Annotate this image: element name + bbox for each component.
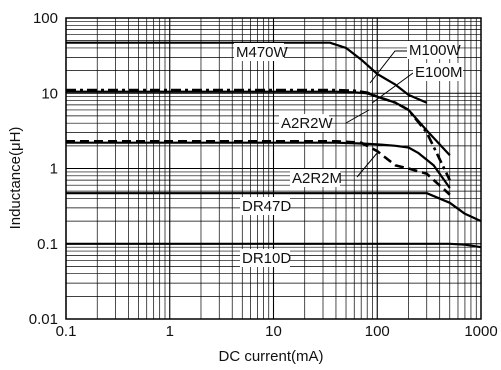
label-bg xyxy=(407,41,457,59)
y-tick-label: 0.1 xyxy=(37,236,58,253)
series-line-m470w xyxy=(66,41,428,104)
series-label-dr47d: DR47D xyxy=(242,198,291,215)
label-leader-a2r2m xyxy=(356,151,379,178)
series-label-e100m: E100M xyxy=(415,64,463,81)
label-bg xyxy=(413,63,463,81)
label-bg xyxy=(290,169,340,187)
x-tick-labels: 0.1 1 10 100 1000 xyxy=(56,323,498,340)
label-bg xyxy=(279,114,329,132)
y-tick-label: 100 xyxy=(33,10,58,27)
series-label-a2r2w: A2R2W xyxy=(281,115,334,132)
label-bg xyxy=(240,197,290,215)
label-bg xyxy=(234,43,284,61)
series-line-e100m xyxy=(66,88,451,181)
series-line-dr47d xyxy=(66,192,482,223)
series-label-m470w: M470W xyxy=(236,44,289,61)
label-leader-a2r2w xyxy=(345,109,370,124)
y-axis-label: Inductance(μH) xyxy=(7,127,24,230)
series-line-dr10d xyxy=(66,242,482,249)
y-tick-labels: 100 10 1 0.1 0.01 xyxy=(29,10,58,328)
series-label-dr10d: DR10D xyxy=(242,250,291,267)
x-tick-label: 100 xyxy=(365,323,390,340)
x-axis-label: DC current(mA) xyxy=(218,348,323,365)
series-line-a2r2w xyxy=(66,141,451,189)
y-tick-label: 10 xyxy=(41,85,58,102)
label-leader-e100m xyxy=(371,72,414,104)
series-label-m100w: M100W xyxy=(409,42,462,59)
label-leader-m100w xyxy=(369,50,407,84)
plot-frame xyxy=(65,17,482,320)
series-line-a2r2m xyxy=(66,140,451,196)
x-tick-label: 1000 xyxy=(464,323,497,340)
x-tick-label: 0.1 xyxy=(56,323,77,340)
y-tick-label: 1 xyxy=(50,161,58,178)
series-lines xyxy=(66,41,482,249)
y-tick-label: 0.01 xyxy=(29,311,58,328)
label-bg xyxy=(240,249,290,267)
x-tick-label: 1 xyxy=(166,323,174,340)
series-label-a2r2m: A2R2M xyxy=(292,170,342,187)
x-tick-label: 10 xyxy=(265,323,282,340)
